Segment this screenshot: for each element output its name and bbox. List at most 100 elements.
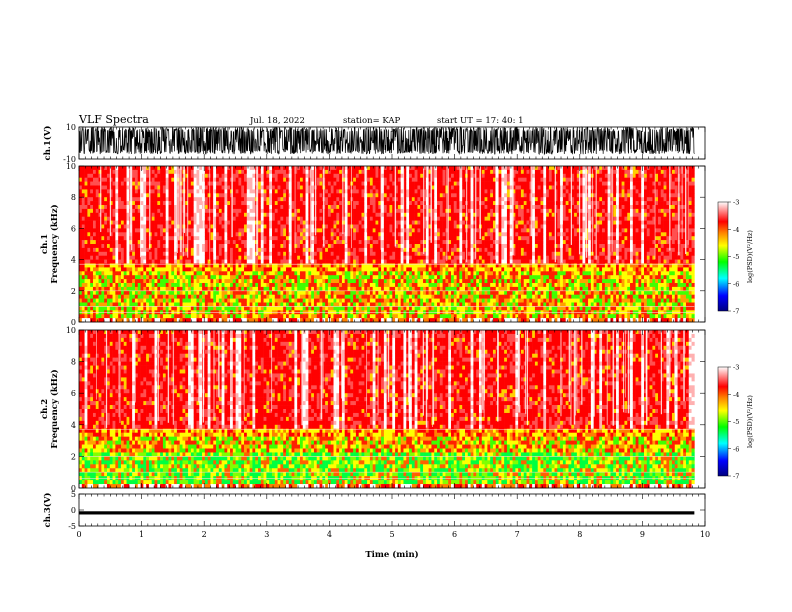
psd-cell	[375, 283, 379, 288]
psd-cell	[353, 169, 357, 175]
psd-cell	[199, 271, 203, 276]
psd-cell	[397, 294, 401, 299]
psd-cell	[84, 224, 88, 229]
psd-cell	[204, 212, 208, 217]
psd-cell	[311, 208, 315, 214]
psd-cell	[185, 220, 189, 225]
psd-cell	[411, 232, 415, 237]
psd-cell	[336, 302, 340, 307]
psd-cell	[285, 185, 290, 190]
psd-cell	[353, 271, 357, 276]
psd-cell	[123, 205, 127, 210]
psd-cell	[134, 275, 139, 280]
psd-cell	[143, 189, 147, 194]
psd-cell	[185, 232, 189, 237]
psd-cell	[308, 255, 312, 260]
psd-cell	[196, 216, 200, 221]
psd-cell	[353, 189, 357, 194]
psd-cell	[143, 236, 147, 241]
psd-cell	[353, 290, 357, 295]
psd-cell	[364, 275, 368, 280]
psd-cell	[294, 251, 298, 256]
psd-cell	[327, 244, 332, 249]
psd-cell	[221, 224, 225, 229]
psd-cell	[227, 220, 231, 225]
psd-cell	[118, 216, 122, 221]
psd-cell	[132, 290, 136, 295]
psd-cell	[392, 224, 396, 229]
psd-cell	[154, 279, 158, 284]
psd-cell	[118, 236, 122, 241]
psd-cell	[246, 255, 250, 260]
psd-cell	[403, 166, 407, 171]
psd-cell	[339, 244, 343, 249]
psd-cell	[372, 286, 376, 292]
psd-cell	[120, 166, 125, 171]
psd-cell	[369, 166, 373, 171]
psd-cell	[272, 169, 276, 175]
psd-cell	[367, 201, 371, 206]
psd-cell	[406, 228, 410, 233]
psd-cell	[157, 267, 161, 272]
psd-cell	[395, 286, 399, 292]
psd-cell	[305, 166, 309, 171]
psd-cell	[146, 236, 150, 241]
psd-cell	[235, 232, 239, 237]
psd-cell	[148, 251, 153, 256]
psd-cell	[221, 232, 225, 237]
psd-cell	[109, 271, 113, 276]
psd-cell	[249, 173, 253, 178]
psd-cell	[101, 259, 105, 264]
psd-cell	[196, 173, 200, 178]
psd-cell	[325, 185, 329, 190]
psd-cell	[106, 177, 111, 182]
psd-cell	[154, 185, 158, 190]
psd-cell	[101, 255, 105, 260]
psd-cell	[327, 205, 332, 210]
psd-cell	[258, 302, 262, 307]
psd-cell	[87, 255, 91, 260]
psd-cell	[213, 220, 217, 225]
psd-cell	[213, 193, 217, 198]
psd-cell	[277, 193, 281, 198]
psd-cell	[244, 279, 248, 284]
psd-cell	[341, 212, 346, 217]
psd-cell	[403, 189, 407, 194]
psd-cell	[210, 267, 214, 272]
psd-cell	[333, 318, 337, 323]
psd-cell	[249, 169, 253, 175]
psd-cell	[140, 166, 144, 171]
psd-cell	[308, 220, 312, 225]
psd-cell	[81, 169, 85, 175]
psd-cell	[210, 212, 214, 217]
psd-cell	[216, 193, 220, 198]
psd-cell	[274, 290, 278, 295]
psd-cell	[123, 306, 127, 311]
psd-cell	[302, 255, 306, 260]
psd-cell	[291, 197, 295, 202]
psd-cell	[98, 224, 102, 229]
psd-cell	[381, 244, 385, 249]
psd-cell	[383, 185, 387, 190]
psd-cell	[319, 306, 323, 311]
psd-cell	[406, 298, 410, 303]
psd-cell	[132, 220, 136, 225]
psd-cell	[104, 224, 108, 229]
psd-cell	[213, 247, 217, 253]
psd-cell	[316, 232, 320, 237]
psd-cell	[204, 298, 208, 303]
psd-cell	[392, 173, 396, 178]
psd-cell	[176, 279, 180, 284]
psd-cell	[148, 228, 153, 233]
psd-cell	[397, 240, 401, 245]
psd-cell	[361, 263, 365, 268]
psd-cell	[274, 201, 278, 206]
psd-cell	[272, 267, 276, 272]
psd-cell	[280, 220, 284, 225]
psd-cell	[176, 244, 180, 249]
psd-cell	[302, 197, 306, 202]
psd-cell	[325, 177, 329, 182]
psd-cell	[319, 286, 323, 292]
psd-cell	[274, 205, 278, 210]
psd-cell	[199, 259, 203, 264]
